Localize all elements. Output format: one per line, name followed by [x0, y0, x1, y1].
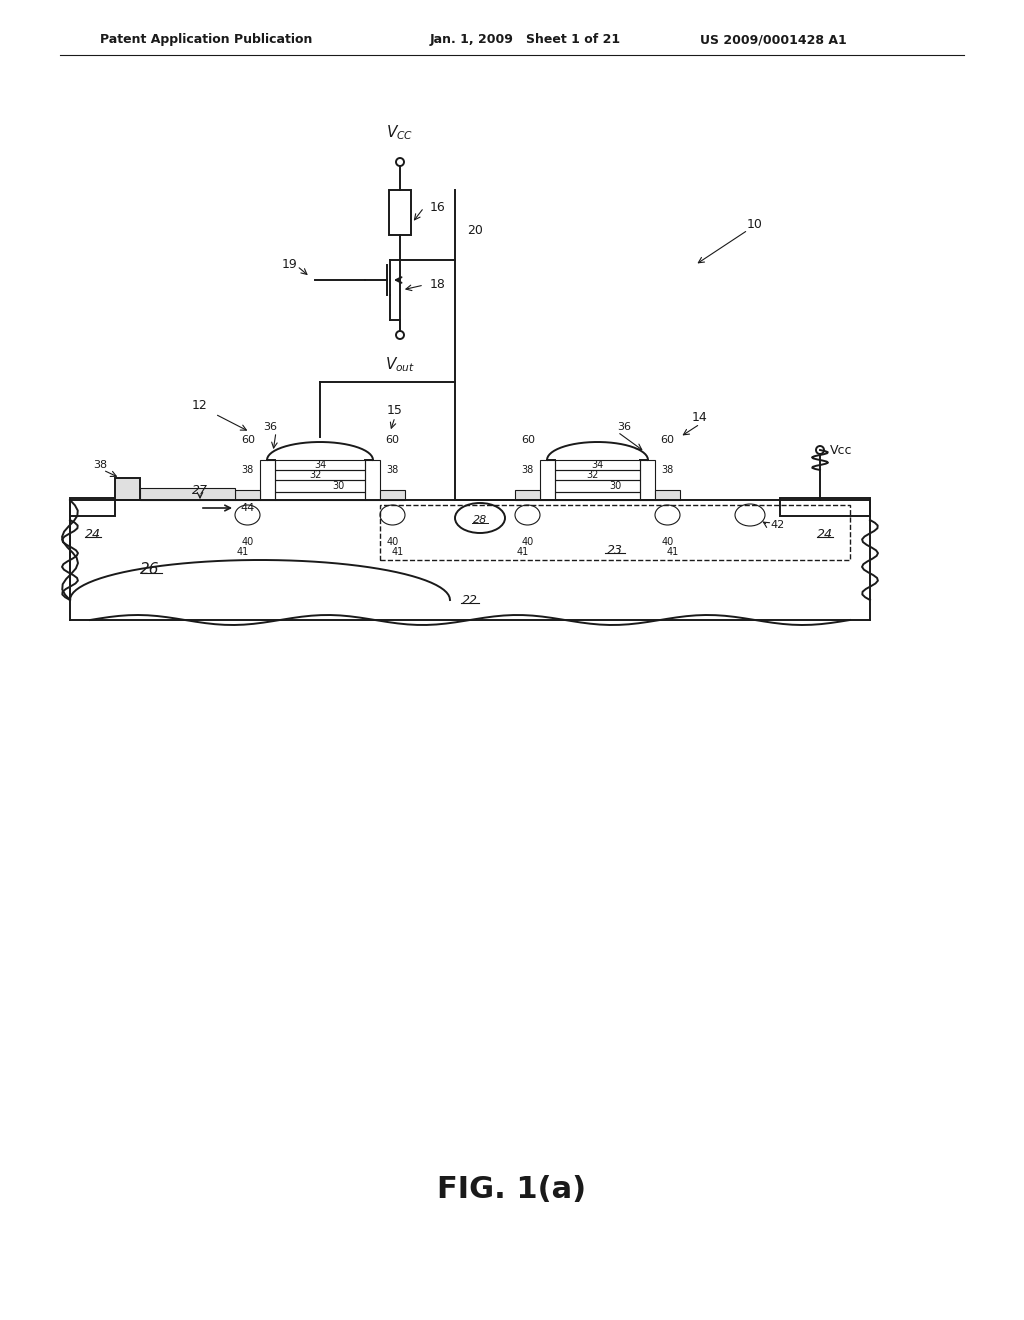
- Text: 32: 32: [587, 470, 599, 480]
- Text: 34: 34: [314, 459, 326, 470]
- Text: 40: 40: [662, 537, 674, 546]
- Bar: [540, 459, 555, 500]
- Bar: [275, 480, 365, 492]
- Bar: [555, 470, 640, 480]
- Bar: [140, 488, 234, 500]
- Text: 40: 40: [386, 537, 398, 546]
- Bar: [555, 459, 640, 470]
- Ellipse shape: [455, 503, 505, 533]
- Text: 36: 36: [263, 422, 278, 432]
- Text: 41: 41: [516, 546, 528, 557]
- Text: 41: 41: [237, 546, 249, 557]
- Bar: [655, 490, 680, 500]
- Text: 38: 38: [521, 465, 534, 475]
- Bar: [115, 478, 140, 500]
- Text: 40: 40: [242, 537, 254, 546]
- Text: 34: 34: [592, 459, 603, 470]
- Text: 38: 38: [93, 459, 108, 470]
- Text: 32: 32: [309, 470, 322, 480]
- Text: 40: 40: [521, 537, 534, 546]
- Text: 12: 12: [193, 399, 208, 412]
- Text: 38: 38: [242, 465, 254, 475]
- Bar: [389, 190, 411, 235]
- Text: 16: 16: [430, 201, 445, 214]
- Text: 30: 30: [609, 480, 622, 491]
- Text: Jan. 1, 2009   Sheet 1 of 21: Jan. 1, 2009 Sheet 1 of 21: [430, 33, 622, 46]
- Bar: [555, 492, 640, 500]
- Bar: [515, 490, 540, 500]
- Bar: [70, 498, 115, 516]
- Text: 26: 26: [140, 562, 160, 578]
- Text: 42: 42: [770, 520, 784, 531]
- Bar: [380, 506, 850, 560]
- Bar: [260, 459, 275, 500]
- Text: 60: 60: [660, 436, 674, 445]
- Bar: [780, 498, 870, 516]
- Text: 41: 41: [391, 546, 403, 557]
- Bar: [234, 490, 260, 500]
- Text: 18: 18: [430, 279, 445, 292]
- Text: 41: 41: [667, 546, 679, 557]
- Bar: [365, 459, 380, 500]
- Text: US 2009/0001428 A1: US 2009/0001428 A1: [700, 33, 847, 46]
- Text: FIG. 1(a): FIG. 1(a): [437, 1176, 587, 1204]
- Bar: [380, 490, 406, 500]
- Bar: [640, 459, 655, 500]
- Bar: [555, 480, 640, 492]
- Text: 36: 36: [617, 422, 632, 432]
- Text: 30: 30: [332, 480, 344, 491]
- Text: 19: 19: [283, 259, 298, 272]
- Bar: [275, 492, 365, 500]
- Text: Vcc: Vcc: [830, 444, 853, 457]
- Text: 44: 44: [240, 503, 254, 513]
- Text: 60: 60: [521, 436, 535, 445]
- Text: 10: 10: [748, 219, 763, 231]
- Text: 22: 22: [462, 594, 478, 606]
- Bar: [275, 459, 365, 470]
- Text: 14: 14: [692, 411, 708, 424]
- Text: 60: 60: [385, 436, 399, 445]
- Text: 28: 28: [473, 515, 487, 525]
- Text: Patent Application Publication: Patent Application Publication: [100, 33, 312, 46]
- Bar: [275, 470, 365, 480]
- Text: 27: 27: [193, 483, 208, 496]
- Text: 38: 38: [662, 465, 674, 475]
- Text: $V_{CC}$: $V_{CC}$: [386, 123, 414, 143]
- Text: $V_{out}$: $V_{out}$: [385, 355, 415, 374]
- Text: 15: 15: [387, 404, 402, 417]
- Text: 20: 20: [467, 223, 483, 236]
- Text: 23: 23: [607, 544, 623, 557]
- Text: 60: 60: [241, 436, 255, 445]
- Text: 38: 38: [386, 465, 398, 475]
- Text: 24: 24: [817, 528, 833, 540]
- Text: 24: 24: [85, 528, 100, 540]
